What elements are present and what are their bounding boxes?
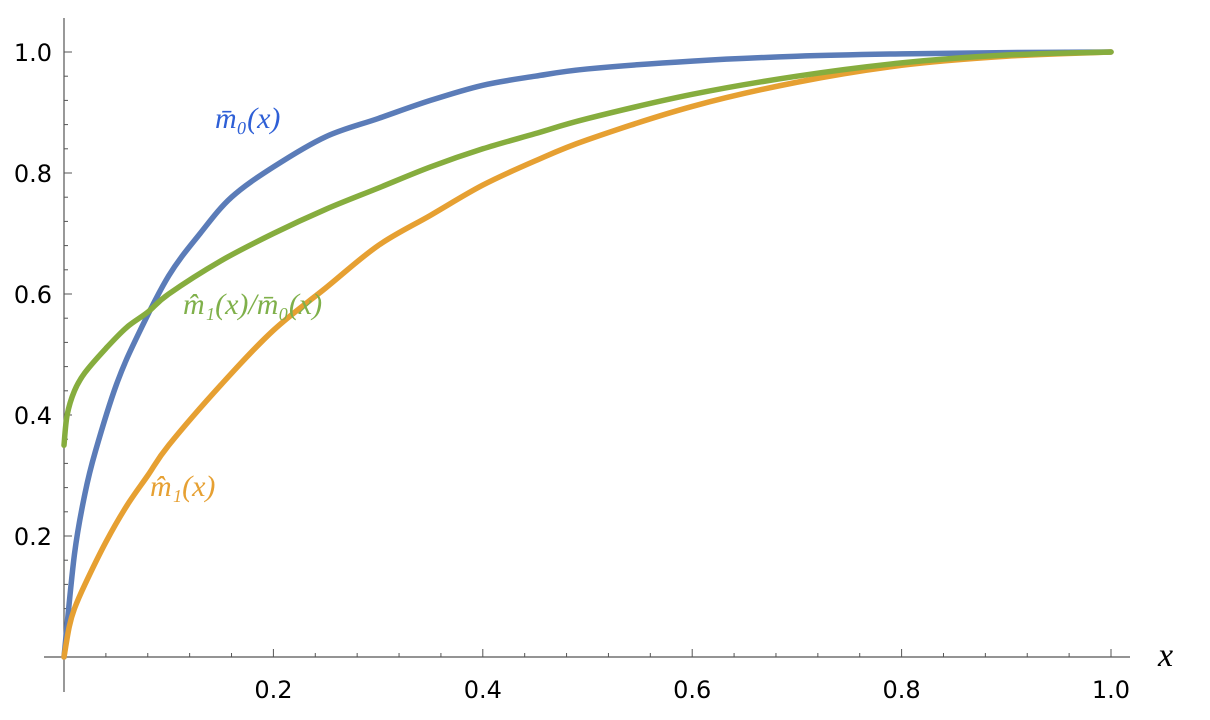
y-tick-label: 0.2: [14, 523, 52, 551]
x-tick-label: 0.6: [673, 676, 711, 704]
x-tick-label: 0.8: [883, 676, 921, 704]
series-lines: [61, 49, 1114, 660]
x-tick-label: 0.2: [254, 676, 292, 704]
x-axis-label: x: [1157, 637, 1173, 674]
y-tick-label: 0.6: [14, 281, 52, 309]
series-ratio-line: [61, 49, 1114, 448]
series-label-ratio: m̂₁(x)/m̄₀(x): [183, 288, 322, 321]
series-labels: m̄₀(x) m̂₁(x) m̂₁(x)/m̄₀(x): [150, 102, 322, 503]
series-label-m0-bar: m̄₀(x): [215, 102, 280, 135]
series-label-m1-hat: m̂₁(x): [150, 470, 215, 503]
y-tick-label: 0.4: [14, 402, 52, 430]
y-tick-label: 0.8: [14, 160, 52, 188]
series-m0-bar-line: [61, 49, 1114, 660]
axes: 0.2 0.4 0.6 0.8 1.0 0.2 0.4 0.6 0.8 1.0: [14, 18, 1130, 704]
x-tick-label: 0.4: [464, 676, 502, 704]
series-m1-hat-line: [61, 49, 1114, 660]
x-tick-label: 1.0: [1092, 676, 1130, 704]
y-tick-label: 1.0: [14, 39, 52, 67]
